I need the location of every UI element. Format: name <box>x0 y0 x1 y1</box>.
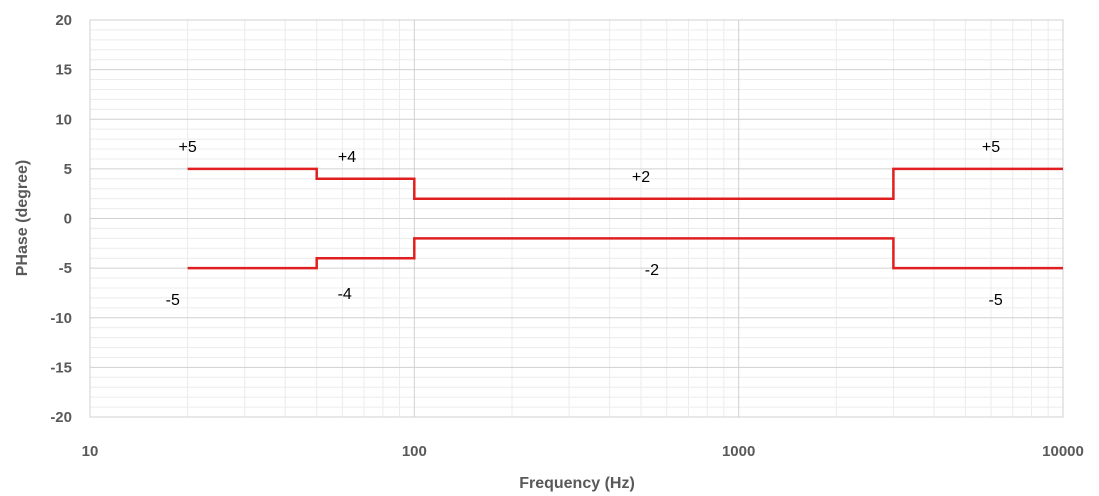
y-axis-title: PHase (degree) <box>14 160 31 277</box>
x-axis-title: Frequency (Hz) <box>519 475 635 492</box>
data-label: -5 <box>166 292 180 309</box>
series-line-1 <box>187 167 1063 200</box>
data-label: +2 <box>632 169 650 186</box>
grid <box>89 19 1064 418</box>
tick-labels: 20 15 10 5 0 -5 -10 -15 -20 10 100 1000 10000 <box>50 12 1084 460</box>
x-tick-label: 10000 <box>1042 443 1084 460</box>
y-tick-label: 0 <box>64 211 72 228</box>
data-label: -5 <box>989 292 1003 309</box>
x-tick-label: 100 <box>402 443 427 460</box>
data-label: -2 <box>645 262 659 279</box>
data-label: +4 <box>338 149 356 166</box>
x-tick-label: 1000 <box>722 443 755 460</box>
y-tick-label: -10 <box>50 310 72 327</box>
y-tick-label: -5 <box>59 260 72 277</box>
annotations: +5 +4 +2 +5 -5 -4 -2 -5 <box>166 139 1003 309</box>
plot-area-border <box>89 19 1064 418</box>
data-label: -4 <box>338 286 352 303</box>
series-layer <box>187 167 1063 270</box>
y-tick-label: 10 <box>55 111 72 128</box>
y-tick-label: 5 <box>64 161 72 178</box>
data-label: +5 <box>179 139 197 156</box>
y-tick-label: -15 <box>50 359 72 376</box>
x-tick-label: 10 <box>82 443 99 460</box>
data-label: +5 <box>982 139 1000 156</box>
y-tick-label: 20 <box>55 12 72 29</box>
y-tick-label: -20 <box>50 409 72 426</box>
y-tick-label: 15 <box>55 62 72 79</box>
series-line-2 <box>187 237 1063 270</box>
